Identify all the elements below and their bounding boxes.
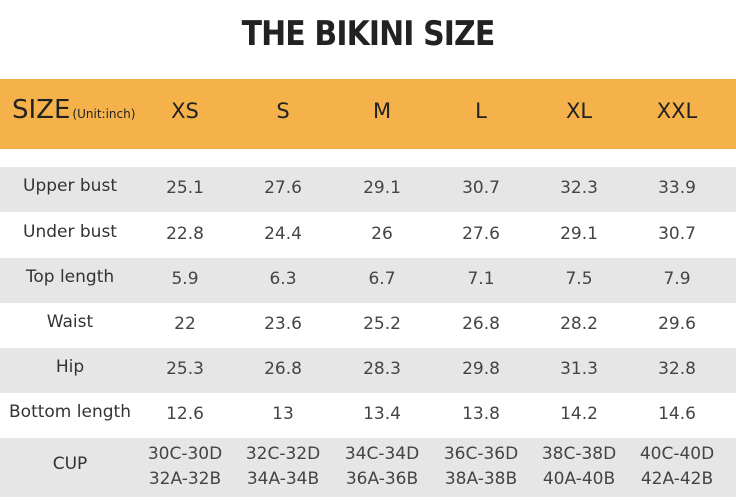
size-label: SIZE [12, 95, 71, 125]
header-band: SIZE (Unit:inch) XS S M L XL XXL [0, 79, 736, 149]
value-cell: 13.4 [363, 404, 401, 424]
row-label: Waist [46, 312, 94, 332]
cup-cell: 40C-40D 42A-42B [628, 442, 726, 492]
size-heading: XXL [656, 99, 698, 123]
cup-cell: 34C-34D 36A-36B [333, 442, 431, 492]
table-row: Hip 25.3 26.8 28.3 29.8 31.3 32.8 [0, 348, 736, 393]
table-row: Top length 5.9 6.3 6.7 7.1 7.5 7.9 [0, 258, 736, 303]
value-cell: 33.9 [658, 178, 696, 198]
cup-line: 38C-38D [541, 444, 617, 464]
cup-line: 34A-34B [246, 469, 320, 489]
cup-line: 42A-42B [640, 469, 714, 489]
value-cell: 26.8 [462, 314, 500, 334]
value-cell: 7.1 [467, 269, 495, 289]
value-cell: 24.4 [264, 224, 302, 244]
value-cell: 12.6 [166, 404, 204, 424]
cup-line: 40A-40B [542, 469, 616, 489]
cup-line: 32C-32D [245, 444, 321, 464]
row-label: Under bust [23, 222, 117, 242]
row-label: Upper bust [23, 176, 117, 196]
value-cell: 29.8 [462, 359, 500, 379]
size-heading: S [276, 99, 290, 123]
table-row: Under bust 22.8 24.4 26 27.6 29.1 30.7 [0, 212, 736, 258]
row-label: Hip [55, 357, 85, 377]
cup-line: 32A-32B [148, 469, 222, 489]
table-row: Bottom length 12.6 13 13.4 13.8 14.2 14.6 [0, 393, 736, 438]
value-cell: 29.6 [658, 314, 696, 334]
header-size: SIZE (Unit:inch) [12, 95, 135, 125]
value-cell: 6.7 [368, 269, 396, 289]
value-cell: 26 [371, 224, 393, 244]
table-row: CUP 30C-30D 32A-32B 32C-32D 34A-34B 34C-34D 36… [0, 438, 736, 497]
cup-line: 38A-38B [444, 469, 518, 489]
value-cell: 27.6 [264, 178, 302, 198]
size-heading: XL [565, 99, 593, 123]
title: THE BIKINI SIZE [241, 14, 496, 54]
cup-line: 36A-36B [345, 469, 419, 489]
cup-cell: 38C-38D 40A-40B [530, 442, 628, 492]
value-cell: 7.5 [565, 269, 593, 289]
value-cell: 32.3 [560, 178, 598, 198]
value-cell: 30.7 [658, 224, 696, 244]
value-cell: 25.3 [166, 359, 204, 379]
unit-label: (Unit:inch) [72, 107, 136, 121]
value-cell: 13 [272, 404, 294, 424]
value-cell: 22.8 [166, 224, 204, 244]
value-cell: 23.6 [264, 314, 302, 334]
value-cell: 6.3 [269, 269, 297, 289]
value-cell: 30.7 [462, 178, 500, 198]
value-cell: 29.1 [363, 178, 401, 198]
value-cell: 27.6 [462, 224, 500, 244]
cup-cell: 32C-32D 34A-34B [234, 442, 332, 492]
cup-line: 36C-36D [443, 444, 519, 464]
value-cell: 31.3 [560, 359, 598, 379]
value-cell: 7.9 [663, 269, 691, 289]
size-heading: L [475, 99, 487, 123]
row-label: CUP [52, 454, 88, 474]
value-cell: 25.1 [166, 178, 204, 198]
value-cell: 28.3 [363, 359, 401, 379]
value-cell: 28.2 [560, 314, 598, 334]
value-cell: 14.6 [658, 404, 696, 424]
cup-line: 40C-40D [639, 444, 715, 464]
cup-line: 34C-34D [344, 444, 420, 464]
size-heading: XS [171, 99, 199, 123]
value-cell: 25.2 [363, 314, 401, 334]
cup-line: 30C-30D [147, 444, 223, 464]
value-cell: 32.8 [658, 359, 696, 379]
value-cell: 26.8 [264, 359, 302, 379]
row-label: Top length [25, 267, 115, 287]
row-label: Bottom length [9, 402, 131, 422]
cup-cell: 30C-30D 32A-32B [136, 442, 234, 492]
table-row: Waist 22 23.6 25.2 26.8 28.2 29.6 [0, 303, 736, 348]
table-row: Upper bust 25.1 27.6 29.1 30.7 32.3 33.9 [0, 167, 736, 212]
size-heading: M [372, 99, 392, 123]
value-cell: 14.2 [560, 404, 598, 424]
value-cell: 13.8 [462, 404, 500, 424]
value-cell: 29.1 [560, 224, 598, 244]
cup-cell: 36C-36D 38A-38B [432, 442, 530, 492]
value-cell: 22 [174, 314, 196, 334]
value-cell: 5.9 [171, 269, 199, 289]
